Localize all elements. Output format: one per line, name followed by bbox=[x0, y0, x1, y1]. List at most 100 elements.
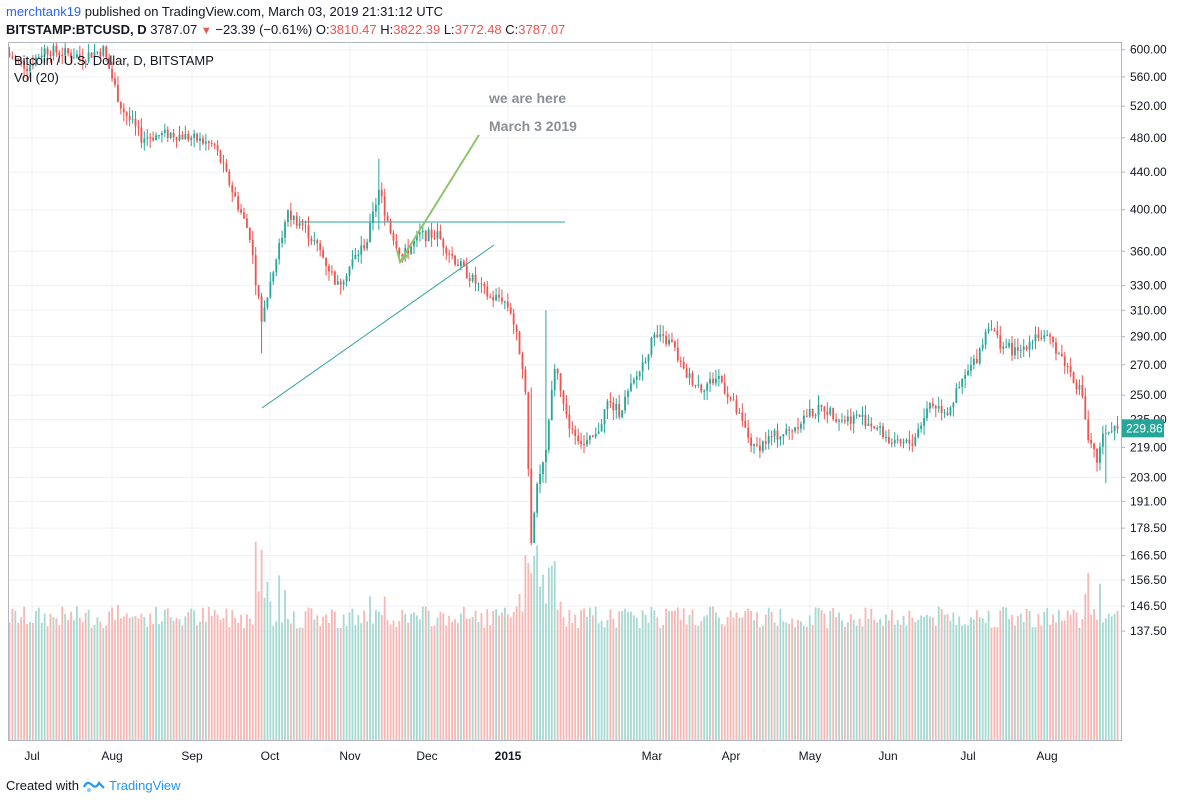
candle-body bbox=[410, 246, 412, 254]
candle-body bbox=[328, 265, 330, 272]
candle-body bbox=[284, 222, 286, 238]
candle-body bbox=[357, 254, 360, 256]
volume-bar bbox=[137, 618, 140, 740]
volume-bar bbox=[785, 622, 788, 740]
author-link[interactable]: merchtank19 bbox=[6, 4, 82, 19]
volume-bar bbox=[503, 607, 506, 740]
annotation-line1[interactable]: we are here bbox=[488, 90, 566, 106]
candle-body bbox=[216, 145, 219, 151]
candle-body bbox=[662, 334, 665, 336]
volume-bar bbox=[401, 609, 404, 740]
volume-bar bbox=[1090, 614, 1093, 740]
candle-body bbox=[753, 444, 755, 446]
candle-body bbox=[243, 212, 245, 219]
volume-bar bbox=[794, 627, 796, 740]
candle-body bbox=[275, 259, 278, 273]
candle-body bbox=[140, 127, 143, 143]
candle-body bbox=[322, 250, 325, 258]
candle-body bbox=[416, 234, 418, 241]
y-tick-label: 146.50 bbox=[1130, 599, 1167, 613]
candle-body bbox=[770, 435, 773, 437]
volume-bar bbox=[1081, 619, 1084, 740]
candle-body bbox=[122, 108, 125, 113]
candle-body bbox=[600, 424, 603, 432]
candle-body bbox=[758, 445, 761, 451]
volume-bar bbox=[1107, 613, 1110, 740]
candle-body bbox=[313, 240, 316, 242]
candle-body bbox=[163, 129, 166, 134]
candle-body bbox=[1072, 372, 1075, 383]
volume-bar bbox=[117, 604, 119, 740]
volume-bar bbox=[407, 622, 410, 740]
volume-bar bbox=[627, 611, 629, 740]
volume-bar bbox=[111, 607, 113, 740]
candle-body bbox=[421, 230, 424, 233]
y-tick-label: 203.00 bbox=[1130, 470, 1167, 484]
candle-body bbox=[993, 330, 996, 332]
support-trendline[interactable] bbox=[261, 244, 495, 409]
volume-bar bbox=[603, 627, 606, 740]
candle-body bbox=[509, 307, 512, 314]
x-tick-label: 2015 bbox=[495, 749, 522, 763]
candle-body bbox=[1101, 433, 1104, 447]
volume-bar bbox=[366, 621, 369, 740]
annotation-arrow[interactable] bbox=[396, 134, 480, 264]
candle-body bbox=[720, 375, 723, 383]
volume-bar bbox=[433, 625, 436, 740]
candle-body bbox=[515, 324, 518, 332]
volume-bar bbox=[823, 613, 826, 740]
annotation-line2[interactable]: March 3 2019 bbox=[489, 118, 577, 134]
candle-body bbox=[512, 313, 515, 325]
volume-bar bbox=[756, 612, 758, 740]
tradingview-brand[interactable]: TradingView bbox=[108, 778, 181, 793]
time-axis[interactable]: Jul Aug Sep Oct Nov Dec 2015 Mar Apr May Jun Jul Aug bbox=[24, 749, 1057, 763]
volume-bar bbox=[448, 615, 451, 740]
volume-bar bbox=[758, 627, 761, 740]
candle-body bbox=[632, 379, 635, 384]
candle-body bbox=[199, 138, 201, 141]
volume-bar bbox=[536, 545, 539, 740]
candle-body bbox=[219, 150, 222, 163]
volume-bar bbox=[720, 624, 723, 740]
volume-bar bbox=[559, 601, 562, 740]
candle-body bbox=[462, 261, 465, 266]
volume-bar bbox=[1110, 616, 1113, 740]
volume-bar bbox=[436, 617, 439, 740]
candle-body bbox=[345, 275, 348, 282]
volume-bar bbox=[114, 620, 116, 740]
x-tick-label: Jul bbox=[960, 749, 975, 763]
candle-body bbox=[319, 243, 322, 251]
volume-bar bbox=[926, 614, 928, 740]
candle-body bbox=[873, 426, 876, 429]
volume-bar bbox=[474, 610, 477, 740]
price-axis[interactable]: 600.00 560.00 520.00 480.00 440.00 400.00 360.… bbox=[1121, 43, 1167, 638]
y-tick-label: 520.00 bbox=[1130, 99, 1167, 113]
candle-body bbox=[738, 412, 741, 414]
candle-body bbox=[78, 54, 81, 57]
volume-bar bbox=[738, 617, 741, 740]
candle-body bbox=[981, 344, 984, 349]
candle-body bbox=[451, 254, 454, 256]
x-tick-label: Apr bbox=[722, 749, 741, 763]
volume-bar bbox=[744, 611, 747, 740]
volume-bar bbox=[1052, 614, 1054, 740]
volume-bar bbox=[635, 617, 638, 740]
volume-bar bbox=[325, 614, 327, 740]
candle-body bbox=[445, 247, 448, 254]
candle-body bbox=[310, 238, 313, 242]
candle-body bbox=[624, 396, 626, 411]
volume-bar bbox=[266, 581, 269, 740]
candle-body bbox=[436, 231, 439, 239]
candle-body bbox=[943, 412, 946, 414]
candle-body bbox=[679, 360, 682, 362]
candle-body bbox=[58, 52, 61, 56]
candle-body bbox=[207, 141, 210, 143]
volume-bar bbox=[946, 613, 949, 740]
footer: Created with TradingView bbox=[6, 778, 181, 793]
candle-body bbox=[222, 162, 225, 164]
last-price-label: 229.86 bbox=[1126, 421, 1163, 435]
volume-bar bbox=[1028, 610, 1031, 740]
candle-body bbox=[1078, 385, 1081, 390]
candle-body bbox=[43, 48, 46, 56]
